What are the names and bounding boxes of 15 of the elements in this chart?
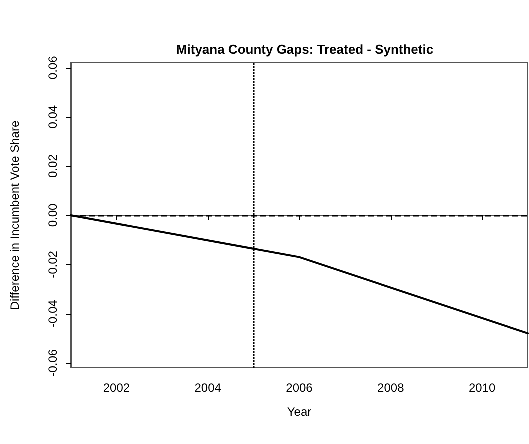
x-tick-label: 2004 bbox=[194, 381, 222, 395]
x-tick-label: 2006 bbox=[286, 381, 314, 395]
y-axis-title: Difference in Incumbent Vote Share bbox=[8, 120, 22, 310]
y-tick-label: 0.00 bbox=[46, 204, 60, 228]
chart-title: Mityana County Gaps: Treated - Synthetic bbox=[176, 42, 434, 57]
x-axis-title: Year bbox=[287, 405, 312, 419]
y-tick-label: -0.02 bbox=[46, 250, 60, 278]
x-tick-label: 2008 bbox=[378, 381, 405, 395]
x-tick-label: 2010 bbox=[468, 381, 496, 395]
y-tick-label: 0.04 bbox=[46, 105, 60, 129]
y-tick-label: -0.06 bbox=[46, 349, 60, 377]
x-tick-label: 2002 bbox=[103, 381, 130, 395]
y-tick-label: -0.04 bbox=[46, 300, 60, 328]
y-tick-label: 0.02 bbox=[46, 154, 60, 178]
y-tick-label: 0.06 bbox=[46, 56, 60, 80]
